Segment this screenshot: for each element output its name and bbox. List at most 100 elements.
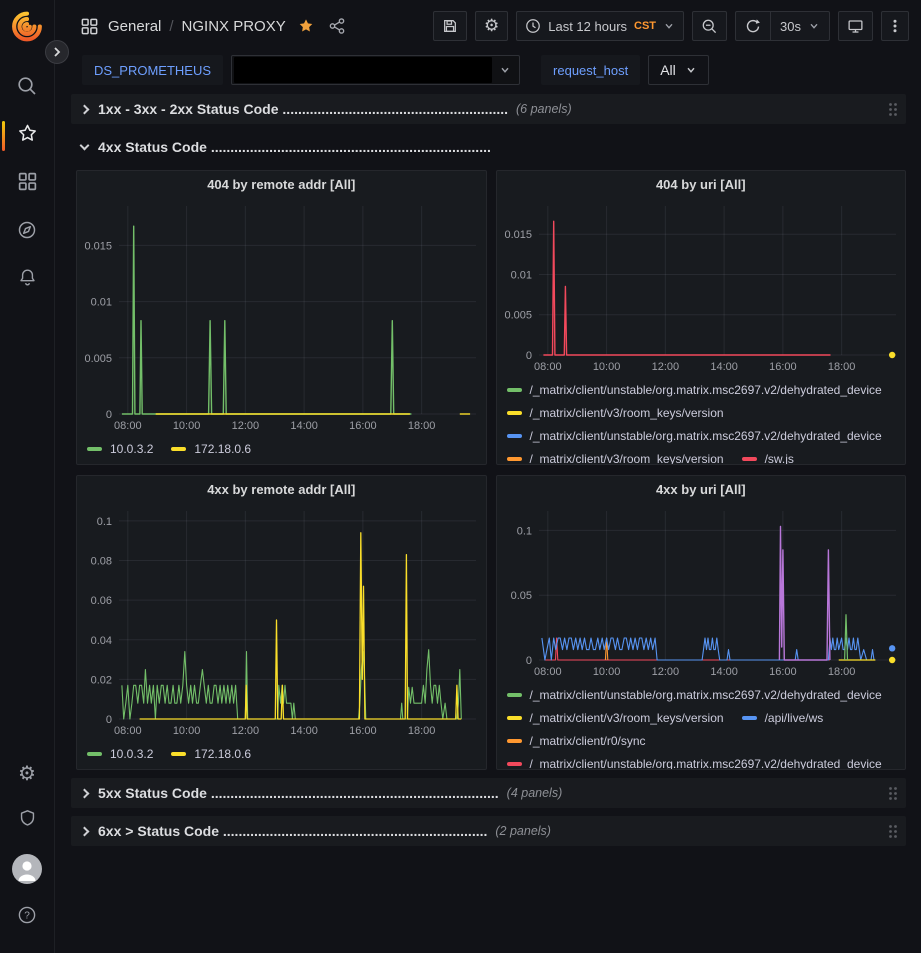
series-line	[779, 527, 830, 661]
gear-icon: ⚙	[484, 16, 499, 36]
monitor-icon	[847, 18, 864, 35]
chart-404-by-remote-addr[interactable]: 08:0010:0012:0014:0016:0018:0000.0050.01…	[77, 198, 486, 434]
time-series-svg: 08:0010:0012:0014:0016:0018:0000.0050.01…	[77, 198, 486, 434]
chart-4xx-by-uri[interactable]: 08:0010:0012:0014:0016:0018:0000.050.1	[497, 503, 906, 680]
legend-item[interactable]: /api/live/ws	[742, 711, 824, 725]
sidebar-item-starred[interactable]	[0, 112, 54, 160]
svg-text:0.06: 0.06	[91, 595, 112, 607]
legend-item[interactable]: /_matrix/client/unstable/org.matrix.msc2…	[507, 757, 882, 770]
legend-item[interactable]: 10.0.3.2	[87, 747, 153, 761]
refresh-button[interactable]	[736, 12, 770, 40]
kebab-menu-button[interactable]	[881, 11, 909, 41]
refresh-interval-dropdown[interactable]: 30s	[770, 12, 829, 40]
sidebar-expand-button[interactable]	[45, 40, 69, 64]
legend-item[interactable]: /_matrix/client/v3/room_keys/version	[507, 406, 724, 420]
panel-title[interactable]: 404 by uri [All]	[497, 171, 906, 198]
legend-row: /_matrix/client/v3/room_keys/version/sw.…	[507, 447, 906, 464]
row-1xx-3xx-2xx-status-code[interactable]: 1xx - 3xx - 2xx Status Code ............…	[71, 94, 906, 124]
row-drag-handle[interactable]	[888, 786, 898, 801]
legend-row: /_matrix/client/unstable/org.matrix.msc2…	[507, 683, 906, 706]
svg-text:0.05: 0.05	[510, 590, 531, 602]
svg-text:0.1: 0.1	[97, 516, 112, 528]
legend-item[interactable]: /_matrix/client/unstable/org.matrix.msc2…	[507, 383, 882, 397]
legend-row: /_matrix/client/unstable/org.matrix.msc2…	[507, 378, 906, 401]
sidebar-item-server-admin[interactable]	[0, 797, 54, 845]
svg-text:16:00: 16:00	[769, 666, 797, 678]
favorite-star-icon[interactable]	[297, 17, 315, 35]
svg-text:10:00: 10:00	[173, 725, 201, 737]
legend-item[interactable]: 172.18.0.6	[171, 442, 251, 456]
panel-grid: 404 by remote addr [All] 08:0010:0012:00…	[76, 170, 906, 770]
legend-item[interactable]: /_matrix/client/unstable/org.matrix.msc2…	[507, 688, 882, 702]
chart-4xx-by-remote-addr[interactable]: 08:0010:0012:0014:0016:0018:0000.020.040…	[77, 503, 486, 739]
svg-text:0: 0	[106, 409, 112, 421]
row-drag-handle[interactable]	[888, 102, 898, 117]
datasource-variable-label: DS_PROMETHEUS	[82, 55, 223, 85]
sidebar-item-configuration[interactable]: ⚙	[0, 749, 54, 797]
row-panel-count: (4 panels)	[507, 786, 563, 800]
legend-item[interactable]: /_matrix/client/v3/room_keys/version	[507, 711, 724, 725]
time-range-picker[interactable]: Last 12 hours CST	[516, 11, 684, 41]
legend-item[interactable]: /_matrix/client/v3/room_keys/version	[507, 452, 724, 465]
zoom-out-icon	[701, 18, 718, 35]
apps-grid-icon[interactable]	[80, 17, 99, 36]
tv-mode-button[interactable]	[838, 11, 873, 41]
save-dashboard-button[interactable]	[433, 11, 467, 41]
panel-title[interactable]: 404 by remote addr [All]	[77, 171, 486, 198]
svg-text:16:00: 16:00	[769, 361, 797, 373]
dashboard-title[interactable]: NGINX PROXY	[182, 18, 286, 35]
svg-text:0: 0	[106, 714, 112, 726]
panel-title[interactable]: 4xx by uri [All]	[497, 476, 906, 503]
sidebar-bottom: ⚙ ?	[0, 749, 54, 941]
svg-text:16:00: 16:00	[349, 420, 377, 432]
zoom-out-button[interactable]	[692, 11, 727, 41]
legend-item[interactable]: /sw.js	[742, 452, 794, 465]
grafana-logo-icon[interactable]	[10, 9, 45, 44]
row-6xx-status-code[interactable]: 6xx > Status Code ......................…	[71, 816, 906, 846]
svg-text:16:00: 16:00	[349, 725, 377, 737]
chart-404-by-uri[interactable]: 08:0010:0012:0014:0016:0018:0000.0050.01…	[497, 198, 906, 375]
svg-text:14:00: 14:00	[710, 666, 738, 678]
topnav-actions: ⚙ Last 12 hours CST	[433, 11, 909, 41]
row-drag-handle[interactable]	[888, 824, 898, 839]
sidebar-nav	[0, 64, 54, 304]
time-series-svg: 08:0010:0012:0014:0016:0018:0000.0050.01…	[497, 198, 906, 375]
sidebar-item-alerting[interactable]	[0, 256, 54, 304]
legend-swatch	[171, 752, 186, 756]
row-4xx-status-code[interactable]: 4xx Status Code ........................…	[71, 132, 906, 162]
legend-row: /_matrix/client/unstable/org.matrix.msc2…	[507, 424, 906, 447]
sidebar-item-explore[interactable]	[0, 208, 54, 256]
sidebar-item-dashboards[interactable]	[0, 160, 54, 208]
datasource-variable-dropdown[interactable]	[231, 55, 520, 85]
legend-swatch	[742, 457, 757, 461]
legend-swatch	[507, 716, 522, 720]
legend-item[interactable]: 172.18.0.6	[171, 747, 251, 761]
legend-item[interactable]: /_matrix/client/r0/sync	[507, 734, 646, 748]
legend-label: /sw.js	[765, 452, 794, 465]
share-icon[interactable]	[328, 17, 346, 35]
sidebar-item-help[interactable]: ?	[0, 893, 54, 941]
legend-swatch	[507, 388, 522, 392]
panel-4xx-by-remote-addr: 4xx by remote addr [All] 08:0010:0012:00…	[76, 475, 487, 770]
panel-title[interactable]: 4xx by remote addr [All]	[77, 476, 486, 503]
legend-item[interactable]: 10.0.3.2	[87, 442, 153, 456]
breadcrumb-section[interactable]: General	[108, 18, 161, 35]
dashboard-settings-button[interactable]: ⚙	[475, 11, 508, 41]
chevron-right-icon	[80, 826, 90, 836]
svg-text:0.005: 0.005	[504, 310, 532, 322]
sidebar-item-profile[interactable]	[0, 845, 54, 893]
legend-item[interactable]: /_matrix/client/unstable/org.matrix.msc2…	[507, 429, 882, 443]
gear-icon: ⚙	[18, 761, 36, 786]
sidebar-item-search[interactable]	[0, 64, 54, 112]
request-host-variable-dropdown[interactable]: All	[648, 55, 709, 85]
legend: /_matrix/client/unstable/org.matrix.msc2…	[497, 375, 906, 464]
svg-text:18:00: 18:00	[827, 361, 855, 373]
row-panel-count: (2 panels)	[495, 824, 551, 838]
row-5xx-status-code[interactable]: 5xx Status Code ........................…	[71, 778, 906, 808]
svg-text:0.01: 0.01	[510, 269, 531, 281]
svg-text:12:00: 12:00	[651, 666, 679, 678]
legend: /_matrix/client/unstable/org.matrix.msc2…	[497, 680, 906, 769]
svg-text:0.005: 0.005	[84, 353, 112, 365]
svg-text:14:00: 14:00	[290, 420, 318, 432]
legend-label: /_matrix/client/v3/room_keys/version	[530, 406, 724, 420]
